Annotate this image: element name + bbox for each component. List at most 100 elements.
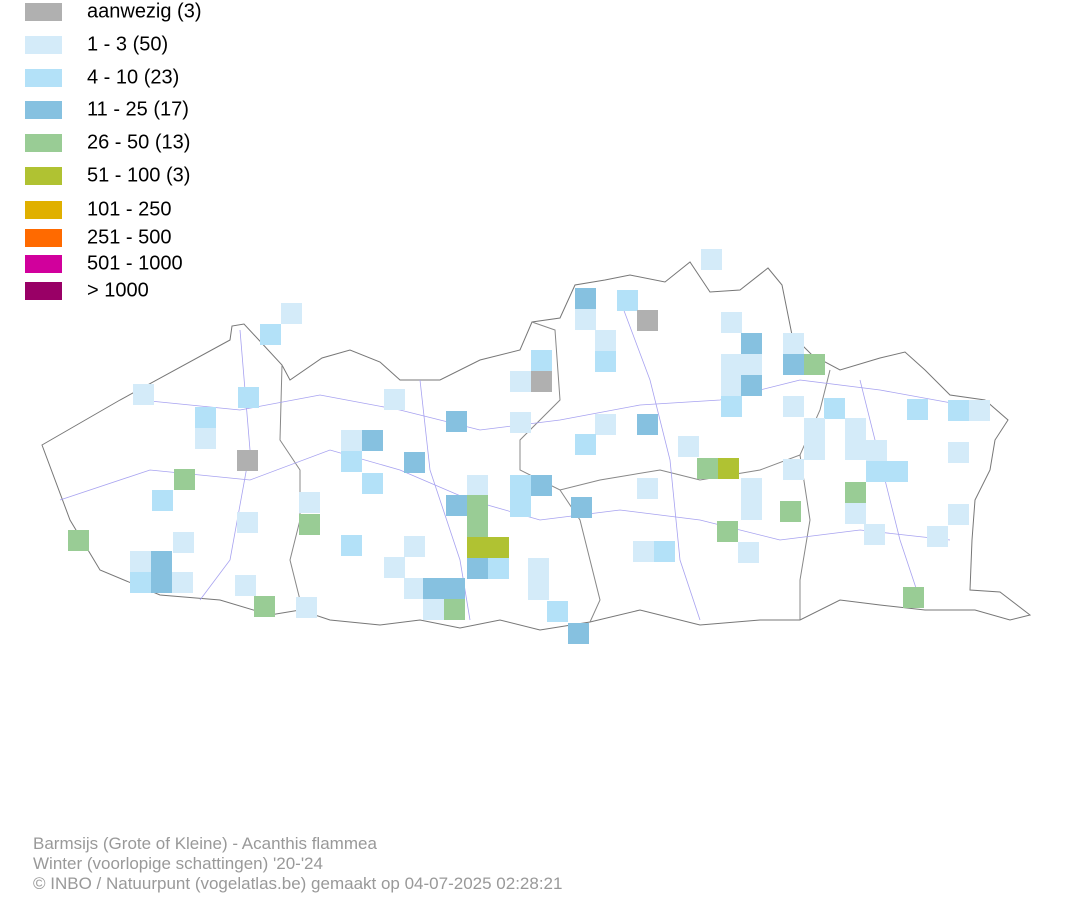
grid-cell — [721, 396, 742, 417]
legend-label: 501 - 1000 — [87, 252, 183, 274]
grid-cell — [927, 526, 948, 547]
grid-cell — [444, 599, 465, 620]
grid-cell — [845, 439, 866, 460]
grid-cell — [423, 599, 444, 620]
grid-cell — [595, 351, 616, 372]
grid-cell — [404, 452, 425, 473]
grid-cell — [362, 430, 383, 451]
grid-cell — [510, 475, 531, 496]
legend-swatch — [25, 282, 62, 300]
grid-cell — [845, 503, 866, 524]
grid-cell — [903, 587, 924, 608]
grid-cell — [384, 389, 405, 410]
grid-cell — [697, 458, 718, 479]
grid-cell — [510, 371, 531, 392]
grid-cell — [299, 514, 320, 535]
grid-cell — [717, 521, 738, 542]
legend-swatch — [25, 134, 62, 152]
legend-swatch — [25, 3, 62, 21]
legend-label: 101 - 250 — [87, 198, 172, 220]
grid-cell — [721, 375, 742, 396]
grid-cell — [152, 490, 173, 511]
grid-cell — [130, 572, 151, 593]
grid-cell — [151, 551, 172, 572]
grid-cell — [637, 310, 658, 331]
legend-swatch — [25, 101, 62, 119]
grid-cell — [866, 461, 887, 482]
grid-cell — [296, 597, 317, 618]
grid-cell — [510, 412, 531, 433]
grid-cell — [845, 482, 866, 503]
grid-cell — [341, 451, 362, 472]
legend-swatch — [25, 255, 62, 273]
grid-cell — [783, 396, 804, 417]
grid-cell — [633, 541, 654, 562]
grid-cell — [654, 541, 675, 562]
legend: aanwezig (3) 1 - 3 (50) 4 - 10 (23) 11 - 25… — [25, 0, 202, 301]
grid-cell — [341, 535, 362, 556]
grid-cell — [528, 579, 549, 600]
grid-cell — [741, 354, 762, 375]
legend-swatch — [25, 229, 62, 247]
grid-cell — [423, 578, 444, 599]
grid-cell — [575, 288, 596, 309]
legend-label: aanwezig (3) — [87, 0, 202, 22]
grid-cell — [384, 557, 405, 578]
legend-label: > 1000 — [87, 279, 149, 301]
grid-cell — [575, 434, 596, 455]
grid-cell — [907, 399, 928, 420]
grid-cell — [948, 400, 969, 421]
grid-cell — [804, 439, 825, 460]
grid-cell — [238, 387, 259, 408]
grid-cell — [718, 458, 739, 479]
grid-cell — [575, 309, 596, 330]
legend-label: 4 - 10 (23) — [87, 66, 179, 88]
grid-cell — [172, 572, 193, 593]
grid-cell — [783, 459, 804, 480]
grid-cell — [488, 537, 509, 558]
grid-cell — [741, 499, 762, 520]
legend-label: 51 - 100 (3) — [87, 164, 190, 186]
grid-cell — [281, 303, 302, 324]
grid-cell — [741, 333, 762, 354]
legend-label: 1 - 3 (50) — [87, 33, 168, 55]
footer-period: Winter (voorlopige schattingen) '20-'24 — [33, 854, 323, 873]
grid-cell — [948, 504, 969, 525]
grid-cell — [446, 411, 467, 432]
grid-cell — [237, 450, 258, 471]
grid-cell — [595, 414, 616, 435]
footer-species: Barmsijs (Grote of Kleine) - Acanthis fl… — [33, 834, 377, 853]
grid-cell — [637, 414, 658, 435]
grid-cell — [595, 330, 616, 351]
grid-cell — [173, 532, 194, 553]
grid-cell — [637, 478, 658, 499]
grid-cell — [467, 516, 488, 537]
grid-cell — [467, 537, 488, 558]
grid-cell — [783, 333, 804, 354]
grid-cell — [571, 497, 592, 518]
grid-cell — [678, 436, 699, 457]
grid-cell — [738, 542, 759, 563]
grid-cell — [341, 430, 362, 451]
grid-cell — [531, 350, 552, 371]
grid-cell — [510, 496, 531, 517]
legend-swatch — [25, 69, 62, 87]
grid-cell — [547, 601, 568, 622]
legend-label: 251 - 500 — [87, 226, 172, 248]
grid-cell — [804, 418, 825, 439]
grid-cell — [488, 558, 509, 579]
grid-cell — [404, 578, 425, 599]
grid-cell — [151, 572, 172, 593]
grid-cell — [866, 440, 887, 461]
rivers — [59, 299, 991, 621]
grid-cell — [174, 469, 195, 490]
legend-label: 26 - 50 (13) — [87, 131, 190, 153]
grid-cell — [68, 530, 89, 551]
grid-cell — [130, 551, 151, 572]
grid-cell — [721, 312, 742, 333]
grid-cell — [467, 495, 488, 516]
grid-cell — [528, 558, 549, 579]
grid-cell — [467, 558, 488, 579]
